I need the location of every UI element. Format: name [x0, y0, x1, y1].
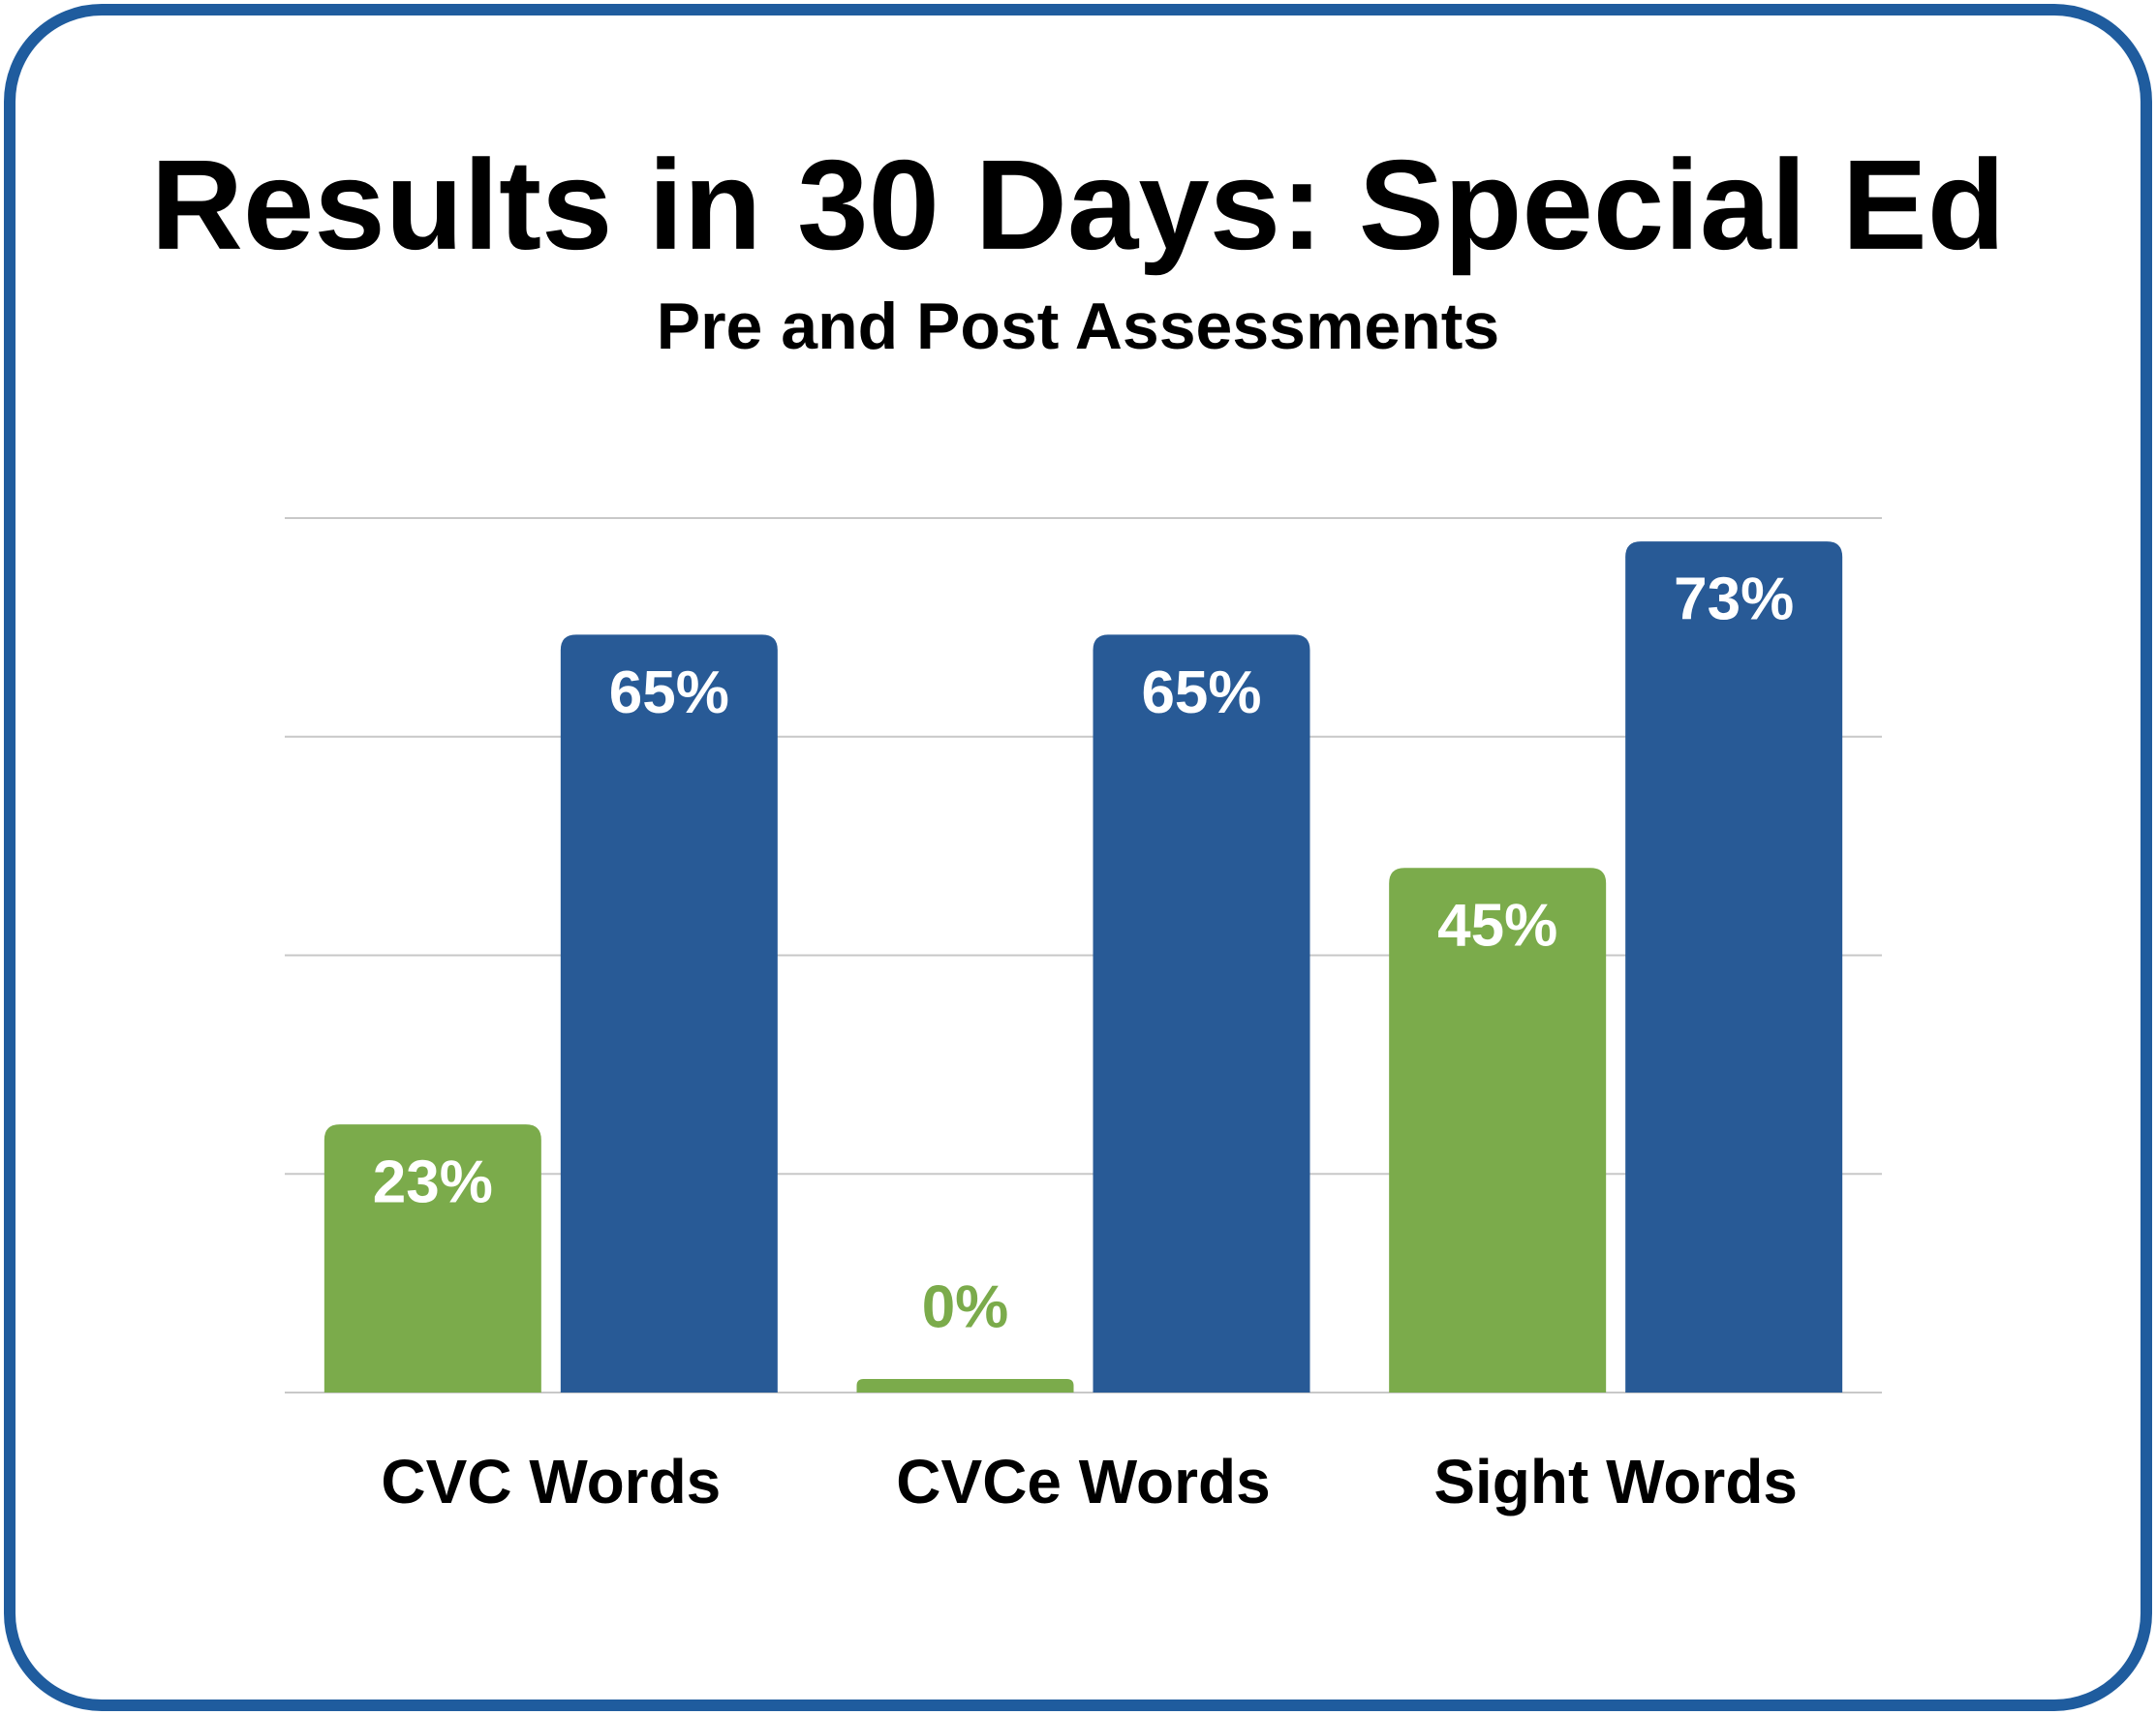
value-label: 23% — [373, 1148, 493, 1215]
value-label: 45% — [1437, 893, 1557, 960]
value-label: 65% — [1141, 659, 1261, 726]
bar — [1625, 541, 1843, 1393]
plot-area: CVC Words 23% 65% CVCe Words 0% 65% Sight Word… — [285, 517, 1882, 1516]
x-tick-label: CVC Words — [381, 1447, 721, 1516]
bar — [1389, 868, 1607, 1393]
chart-subtitle: Pre and Post Assessments — [657, 290, 1500, 363]
bar — [560, 634, 778, 1393]
x-tick-label: CVCe Words — [896, 1447, 1270, 1516]
frame — [4, 4, 2152, 1711]
value-label: 65% — [609, 659, 729, 726]
bar — [856, 1379, 1074, 1393]
bar — [1093, 634, 1310, 1393]
bar — [323, 1124, 541, 1393]
value-label: 73% — [1674, 566, 1794, 632]
value-label: 0% — [922, 1273, 1009, 1340]
chart-title: Results in 30 Days: Special Ed — [151, 134, 2006, 276]
x-tick-label: Sight Words — [1433, 1447, 1798, 1516]
